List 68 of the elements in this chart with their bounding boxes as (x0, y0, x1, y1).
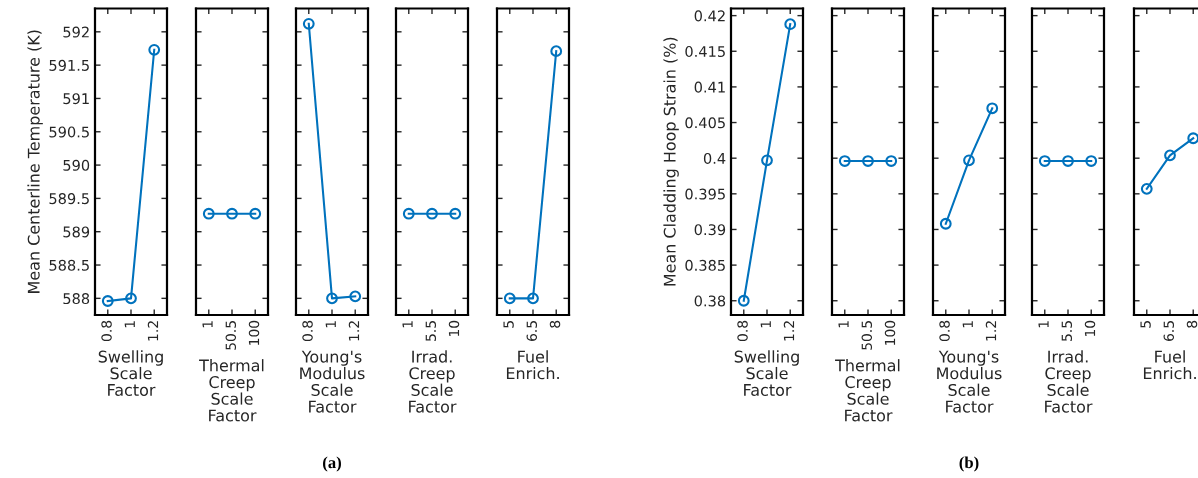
x-axis-title: Young's Modulus Scale Factor (937, 350, 1002, 413)
x-tick-label: 50.5 (225, 321, 237, 350)
x-tick-label: 5 (503, 321, 514, 328)
x-tick-label: 100 (248, 320, 260, 345)
point (737, 294, 750, 307)
y-tick-label: 589.5 (49, 193, 89, 205)
x-tick-label: 5.5 (425, 321, 437, 341)
text: (b) (959, 456, 979, 472)
point (101, 295, 114, 307)
x-tick-label: 50.5 (861, 321, 873, 350)
y-tick-label: 589 (63, 226, 90, 238)
x-axis-title: Swelling Scale Factor (98, 350, 163, 396)
y-tick-label: 591.5 (49, 59, 89, 71)
x-axis-title: Fuel Enrich. (506, 350, 559, 380)
x-tick-label: 1 (325, 321, 336, 328)
x-tick-label: 1.2 (985, 321, 997, 341)
y-tick-label: 588 (63, 293, 90, 305)
y-tick-label: 592 (63, 26, 89, 38)
x-tick-label: 0.8 (939, 320, 950, 342)
y-tick-label: 0.42 (694, 10, 725, 22)
x-tick-label: 0.8 (302, 320, 313, 342)
x-axis-title: Irrad. Creep Scale Factor (409, 350, 457, 413)
point (761, 154, 773, 167)
x-axis-title: Irrad. Creep Scale Factor (1045, 350, 1093, 413)
x-tick-label: 10 (1084, 320, 1096, 337)
x-tick-label: 1 (202, 321, 213, 328)
x-tick-label: 1 (1038, 321, 1049, 328)
y-axis-title: Mean Cladding Hoop Strain (%) (663, 37, 679, 286)
y-tick-label: 0.415 (685, 45, 725, 58)
y-tick-label: 0.395 (685, 188, 725, 200)
x-axis-title: Thermal Creep Scale Factor (199, 359, 264, 422)
y-tick-label: 590.5 (49, 126, 89, 138)
y-tick-label: 0.405 (685, 117, 725, 129)
y-tick-label: 0.4 (703, 152, 726, 164)
x-tick-label: 100 (884, 320, 896, 345)
x-tick-label: 1 (402, 321, 413, 328)
text: (a) (323, 456, 341, 472)
x-tick-label: 1 (838, 321, 849, 328)
x-axis-title: Fuel Enrich. (1143, 350, 1196, 380)
x-tick-label: 1.2 (147, 321, 159, 341)
y-tick-label: 591 (63, 93, 89, 105)
x-tick-label: 10 (448, 320, 460, 337)
y-axis-title: Mean Centerline Temperature (K) (27, 30, 43, 293)
y-tick-label: 0.38 (694, 295, 726, 307)
x-axis-title: Thermal Creep Scale Factor (835, 359, 900, 422)
y-tick-label: 0.385 (685, 259, 725, 271)
x-tick-label: 5.5 (1061, 321, 1073, 341)
x-tick-label: 0.8 (101, 320, 112, 342)
point (125, 292, 137, 305)
x-tick-label: 8 (549, 320, 561, 328)
point (784, 18, 797, 31)
x-tick-label: 6.5 (1163, 321, 1175, 341)
x-tick-label: 1.2 (348, 321, 360, 341)
x-tick-label: 1 (124, 321, 135, 328)
x-axis-title: Swelling Scale Factor (734, 350, 799, 396)
x-tick-label: 1.2 (783, 321, 795, 341)
x-tick-label: 8 (1186, 320, 1198, 328)
x-tick-label: 0.8 (737, 320, 748, 342)
y-tick-label: 588.5 (49, 259, 89, 271)
y-tick-label: 0.41 (694, 81, 725, 93)
x-tick-label: 5 (1140, 321, 1151, 328)
point (148, 43, 161, 56)
y-tick-label: 0.39 (694, 224, 726, 236)
x-axis-title: Young's Modulus Scale Factor (300, 350, 365, 413)
y-tick-label: 590 (63, 159, 90, 171)
x-tick-label: 1 (962, 321, 973, 328)
x-tick-label: 1 (760, 321, 771, 328)
x-tick-label: 6.5 (526, 321, 538, 341)
